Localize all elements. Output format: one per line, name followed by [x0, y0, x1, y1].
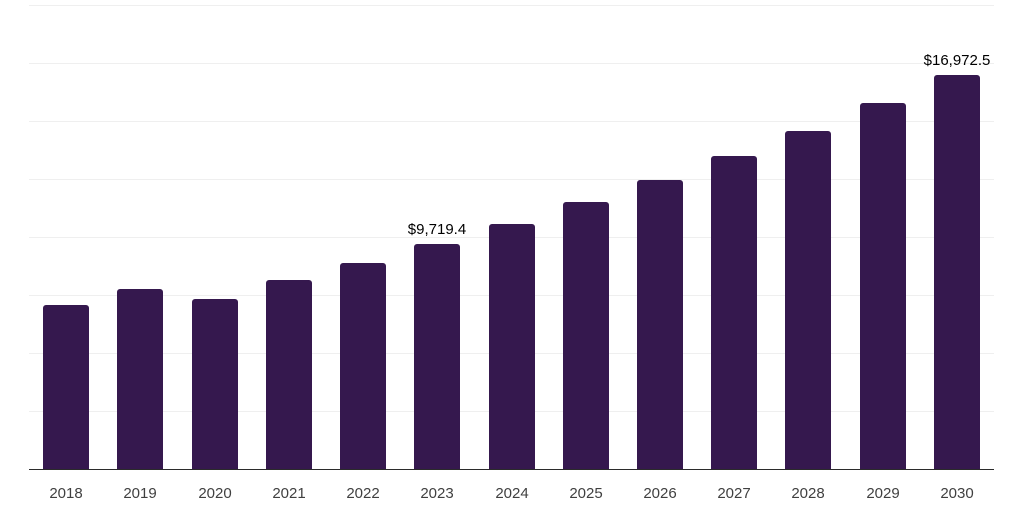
x-tick-2019: 2019	[123, 485, 157, 502]
bar-2028	[785, 131, 831, 469]
bar-2022	[340, 263, 386, 469]
x-tick-2029: 2029	[866, 485, 900, 502]
x-tick-2021: 2021	[272, 485, 306, 502]
bar-2026	[637, 180, 683, 469]
x-axis-line	[29, 469, 994, 470]
bar-2020	[192, 299, 238, 469]
x-tick-2030: 2030	[940, 485, 974, 502]
bar-2027	[711, 156, 757, 469]
x-tick-2027: 2027	[717, 485, 751, 502]
bar-2024	[489, 224, 535, 469]
bar-2018	[43, 305, 89, 469]
bar-2019	[117, 289, 163, 469]
x-tick-2023: 2023	[420, 485, 454, 502]
x-tick-2022: 2022	[346, 485, 380, 502]
bar-2021	[266, 280, 312, 469]
bar-2029	[860, 103, 906, 469]
bar-2025	[563, 202, 609, 469]
x-tick-2026: 2026	[643, 485, 677, 502]
x-tick-2028: 2028	[791, 485, 825, 502]
gridline	[29, 63, 994, 64]
data-label-2030: $16,972.5	[923, 52, 991, 69]
gridline	[29, 5, 994, 6]
gridline	[29, 179, 994, 180]
bar-2023	[414, 244, 460, 469]
data-label-2023: $9,719.4	[407, 221, 467, 238]
gridline	[29, 121, 994, 122]
x-tick-2025: 2025	[569, 485, 603, 502]
bar-2030	[934, 75, 980, 469]
x-tick-2020: 2020	[198, 485, 232, 502]
x-tick-2024: 2024	[495, 485, 529, 502]
x-tick-2018: 2018	[49, 485, 83, 502]
